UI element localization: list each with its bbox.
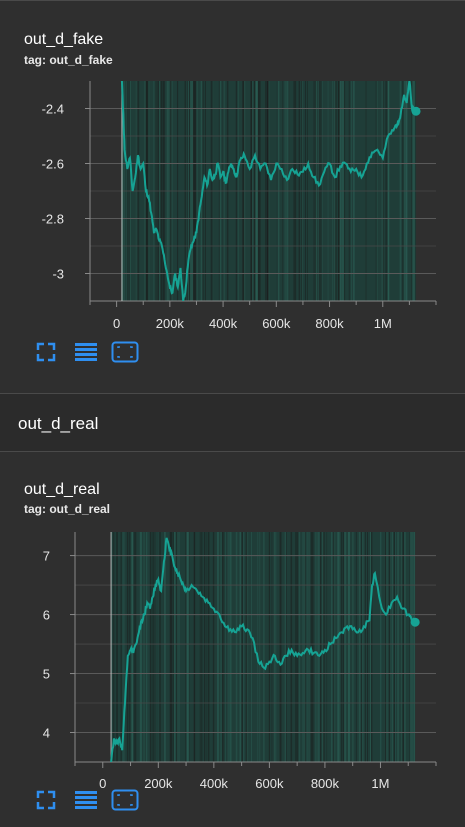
y-tick-label: -2.8: [42, 212, 64, 227]
chart-card-fake: out_d_fake tag: out_d_fake 0 200k 400k 600k…: [0, 0, 465, 393]
raw-data-streaks: [113, 532, 416, 762]
plot-area: [111, 532, 416, 762]
fullscreen-icon[interactable]: [34, 340, 58, 364]
x-tick-label: 1M: [374, 316, 392, 331]
x-tick-label: 0: [99, 776, 106, 791]
series-end-point: [411, 106, 421, 116]
x-tick-label: 200k: [144, 776, 173, 791]
chart-tag: tag: out_d_fake: [24, 53, 113, 67]
section-header[interactable]: out_d_real: [0, 393, 465, 452]
y-tick-label: 4: [43, 726, 50, 741]
y-tick-label: -3: [52, 267, 64, 282]
y-tick-label: -2.4: [42, 102, 64, 117]
line-chart-out-d-real[interactable]: 0 200k 400k 600k 800k 1M 4 5 6 7: [0, 522, 465, 802]
x-tick-label: 0: [113, 316, 120, 331]
data-table-icon[interactable]: [74, 340, 98, 364]
x-tick-label: 1M: [371, 776, 389, 791]
x-tick-label: 600k: [262, 316, 291, 331]
fullscreen-icon[interactable]: [34, 788, 58, 812]
section-title: out_d_real: [18, 414, 99, 433]
data-table-icon[interactable]: [74, 788, 98, 812]
chart-tag: tag: out_d_real: [24, 502, 111, 516]
fit-domain-icon[interactable]: [111, 340, 139, 364]
chart-title: out_d_fake: [24, 31, 104, 48]
y-tick-label: -2.6: [42, 157, 64, 172]
series-line: [120, 81, 417, 301]
fit-domain-icon[interactable]: [111, 788, 139, 812]
series-line: [110, 537, 416, 762]
x-tick-label: 400k: [200, 776, 229, 791]
y-tick-label: 7: [43, 549, 50, 564]
series-end-point: [410, 617, 420, 627]
x-tick-label: 800k: [311, 776, 340, 791]
chart-card-real: out_d_real tag: out_d_real 0 200k 400k 600k…: [0, 451, 465, 827]
x-tick-label: 600k: [255, 776, 284, 791]
x-tick-label: 400k: [209, 316, 238, 331]
y-tick-label: 5: [43, 667, 50, 682]
x-tick-label: 800k: [315, 316, 344, 331]
line-chart-out-d-fake[interactable]: 0 200k 400k 600k 800k 1M -2.4 -2.6 -2.8 -3: [0, 71, 465, 341]
x-tick-label: 200k: [156, 316, 185, 331]
chart-title: out_d_real: [24, 481, 100, 498]
y-tick-label: 6: [43, 608, 50, 623]
